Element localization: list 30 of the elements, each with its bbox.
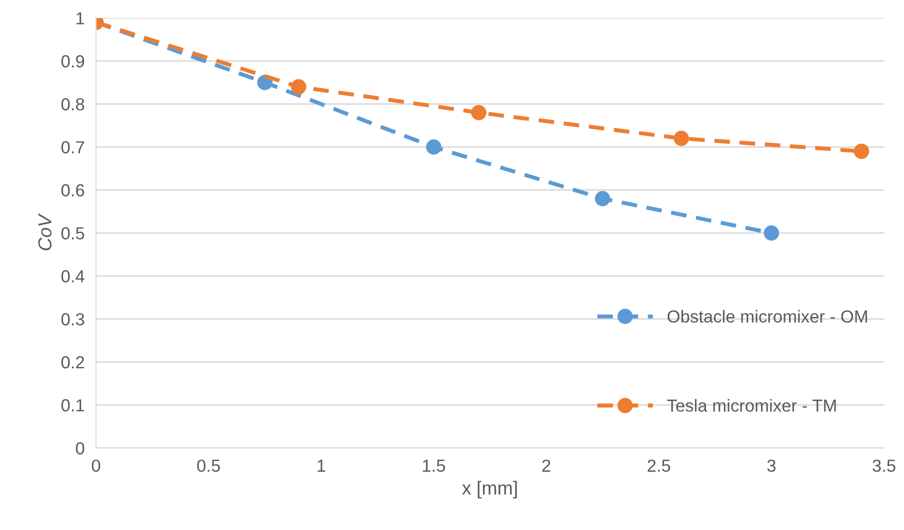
- x-tick-label: 1.5: [422, 460, 446, 472]
- point: [854, 144, 870, 159]
- x-tick-label: 0.5: [197, 460, 220, 472]
- x-tick-label: 0: [92, 460, 100, 472]
- legend-label: Obstacle micromixer - OM: [668, 310, 867, 323]
- point: [426, 139, 442, 155]
- legend-label: Tesla micromixer - TM: [667, 398, 836, 412]
- point: [471, 104, 486, 120]
- x-tick-label: 3.5: [872, 460, 896, 472]
- y-tick-label: 0.7: [61, 141, 84, 154]
- y-tick-label: 0.5: [61, 227, 84, 240]
- y-tick-label: 0: [76, 442, 84, 454]
- y-tick-label: 0.3: [61, 313, 84, 326]
- y-tick-label: 0.2: [61, 356, 84, 368]
- point: [594, 190, 610, 206]
- y-tick-label: 0.8: [61, 98, 84, 110]
- x-tick-label: 1: [318, 460, 326, 472]
- y-tick-label: 1: [76, 12, 84, 24]
- point: [290, 79, 306, 94]
- y-tick-label: 0.9: [61, 55, 84, 68]
- y-tick-label: 0.1: [61, 399, 84, 412]
- point: [674, 130, 690, 146]
- y-axis-title: CoV: [38, 213, 52, 250]
- x-tick-label: 2.5: [648, 460, 670, 472]
- x-axis-title: x [mm]: [462, 480, 517, 498]
- x-tick-label: 3: [767, 460, 776, 472]
- x-tick-label: 2: [542, 460, 550, 472]
- y-tick-label: 0.6: [61, 184, 84, 196]
- y-tick-label: 0.4: [61, 270, 84, 282]
- point: [764, 225, 780, 241]
